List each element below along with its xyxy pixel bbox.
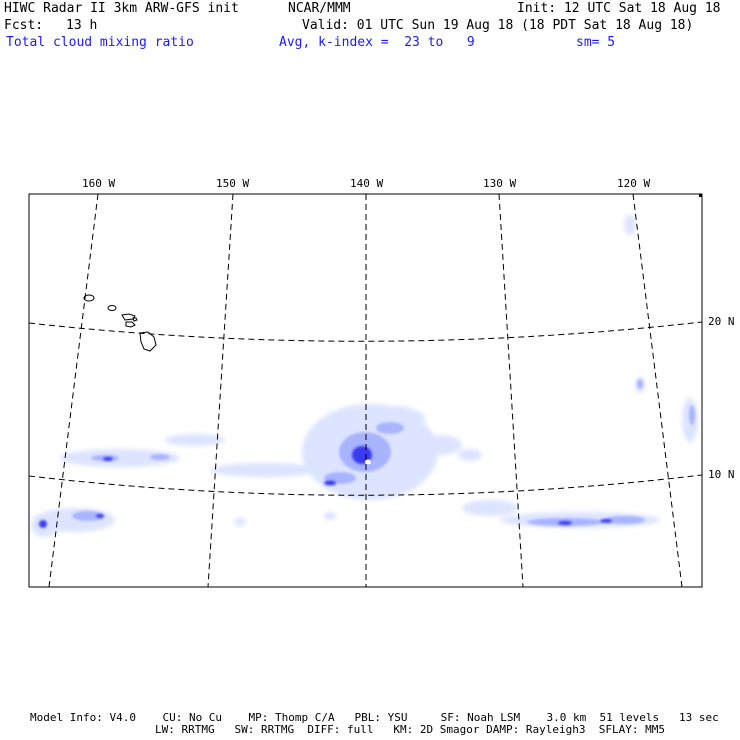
- smoothing-label: sm= 5: [576, 35, 616, 50]
- hawaii-coastline: [83, 294, 157, 352]
- level-range: Avg, k-index = 23 to 9: [279, 35, 475, 50]
- valid-time: Valid: 01 UTC Sun 19 Aug 18 (18 PDT Sat …: [302, 18, 694, 33]
- init-time: Init: 12 UTC Sat 18 Aug 18: [517, 1, 721, 16]
- forecast-label: Fcst:: [4, 18, 44, 33]
- graticule: [29, 194, 702, 587]
- lon-label-120w: 120 W: [617, 177, 651, 190]
- org-label: NCAR/MMM: [288, 1, 351, 16]
- cloud-field: [31, 215, 698, 537]
- lon-label-160w: 160 W: [82, 177, 116, 190]
- lat-label-10n: 10 N: [708, 468, 735, 481]
- lat-label-20n: 20 N: [708, 315, 735, 328]
- lon-label-130w: 130 W: [483, 177, 517, 190]
- lon-label-140w: 140 W: [350, 177, 384, 190]
- map-frame: [28, 193, 703, 588]
- field-name: Total cloud mixing ratio: [6, 35, 194, 50]
- model-info-line1: Model Info: V4.0 CU: No Cu MP: Thomp C/A…: [30, 711, 719, 724]
- lon-label-150w: 150 W: [216, 177, 250, 190]
- forecast-hours: 13 h: [66, 18, 98, 33]
- model-title: HIWC Radar II 3km ARW-GFS init: [4, 1, 239, 16]
- model-info-line2: LW: RRTMG SW: RRTMG DIFF: full KM: 2D Sm…: [155, 723, 665, 736]
- storm-eye: [365, 459, 371, 465]
